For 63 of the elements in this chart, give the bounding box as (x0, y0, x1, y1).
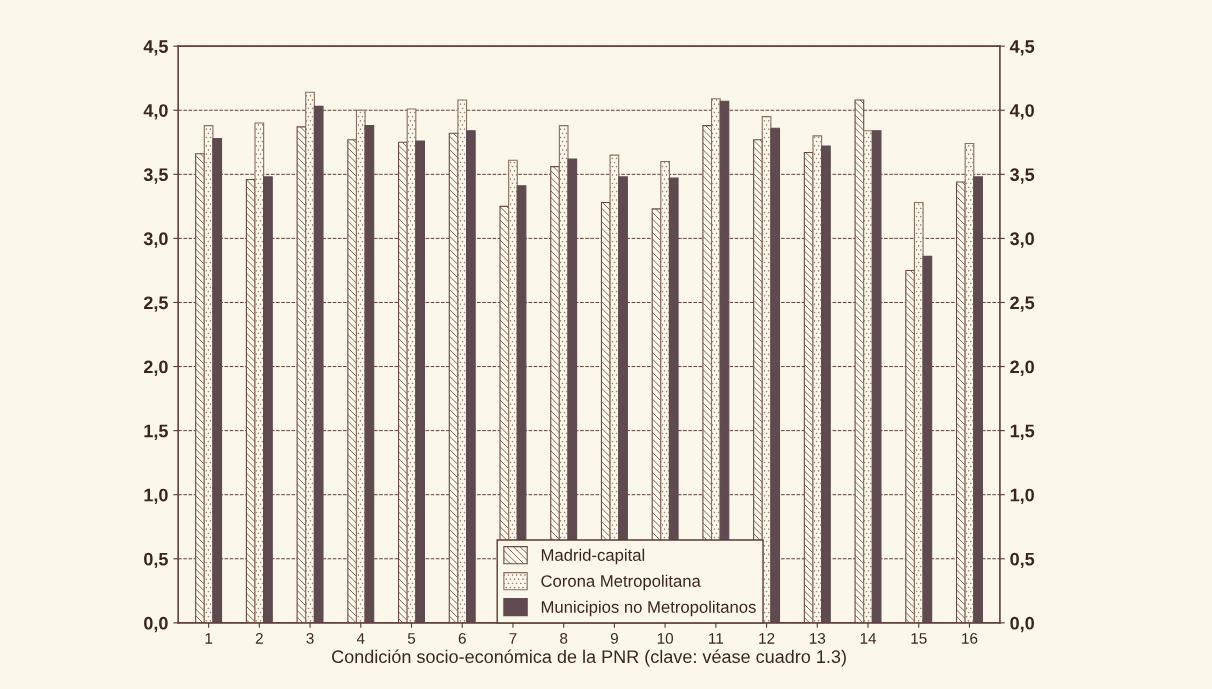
x-tick-label: 6 (458, 632, 466, 644)
x-tick-label: 12 (759, 632, 775, 644)
bar (905, 269, 915, 623)
x-tick-label: 15 (911, 633, 927, 644)
x-tick-label: 7 (509, 633, 517, 644)
x-tick-label: 14 (860, 633, 877, 644)
y-tick-label: 2,5 (143, 296, 168, 312)
bar (347, 139, 358, 623)
y2-tick-label: 3,0 (1010, 232, 1034, 248)
y-tick-label: 0,0 (144, 616, 168, 633)
bar (415, 140, 425, 623)
x-tick-label: 8 (560, 632, 568, 644)
bar (313, 105, 324, 623)
y2-tick-label: 0,0 (1010, 616, 1034, 633)
bar (195, 153, 205, 623)
y-tick-label: 4,5 (143, 40, 168, 56)
y-tick-label: 1,0 (144, 488, 168, 505)
x-axis-title: Condición socio-económica de la PNR (clave: véase cuadro 1.3) (332, 649, 846, 667)
bar (263, 176, 273, 623)
bar (821, 145, 831, 623)
bar (770, 127, 781, 623)
bar (955, 181, 966, 623)
x-tick-label: 10 (657, 632, 674, 644)
bar (973, 176, 983, 623)
x-tick-label: 16 (962, 632, 978, 644)
x-tick-label: 3 (306, 632, 314, 644)
bar (305, 91, 315, 623)
legend-label: Madrid-capital (541, 548, 645, 565)
y2-tick-label: 2,0 (1010, 360, 1034, 376)
y2-tick-label: 3,5 (1010, 168, 1035, 184)
y-tick-label: 1,5 (144, 424, 168, 440)
y-tick-label: 3,0 (143, 232, 168, 248)
y-tick-label: 4,0 (143, 104, 168, 120)
y-tick-label: 3,5 (143, 168, 168, 184)
y2-tick-label: 4,5 (1009, 40, 1035, 56)
legend-label: Municipios no Metropolitanos (541, 600, 756, 617)
x-tick-label: 9 (610, 632, 618, 644)
x-tick-label: 4 (356, 633, 365, 644)
x-tick-label: 5 (407, 633, 416, 644)
y2-tick-label: 4,0 (1009, 104, 1034, 120)
bar (254, 122, 265, 623)
bar (296, 126, 307, 623)
y-tick-label: 2,0 (143, 360, 168, 376)
bar (854, 99, 865, 623)
x-tick-label: 2 (255, 632, 263, 644)
bar (922, 255, 933, 623)
x-tick-label: 13 (809, 632, 826, 644)
bar (212, 137, 223, 623)
bar (812, 135, 823, 623)
legend-label: Corona Metropolitana (541, 574, 701, 591)
bar (398, 141, 408, 623)
y2-tick-label: 1,0 (1010, 488, 1034, 505)
bar (863, 130, 873, 623)
y-tick-label: 0,5 (144, 552, 168, 569)
bar (871, 130, 882, 623)
y2-tick-label: 1,5 (1010, 424, 1035, 440)
x-tick-label: 1 (205, 633, 213, 644)
bar (364, 125, 375, 623)
y2-tick-label: 2,5 (1010, 296, 1035, 312)
bar (457, 99, 468, 623)
x-tick-label: 11 (709, 633, 724, 644)
y2-tick-label: 0,5 (1010, 552, 1035, 569)
bar (465, 130, 476, 623)
